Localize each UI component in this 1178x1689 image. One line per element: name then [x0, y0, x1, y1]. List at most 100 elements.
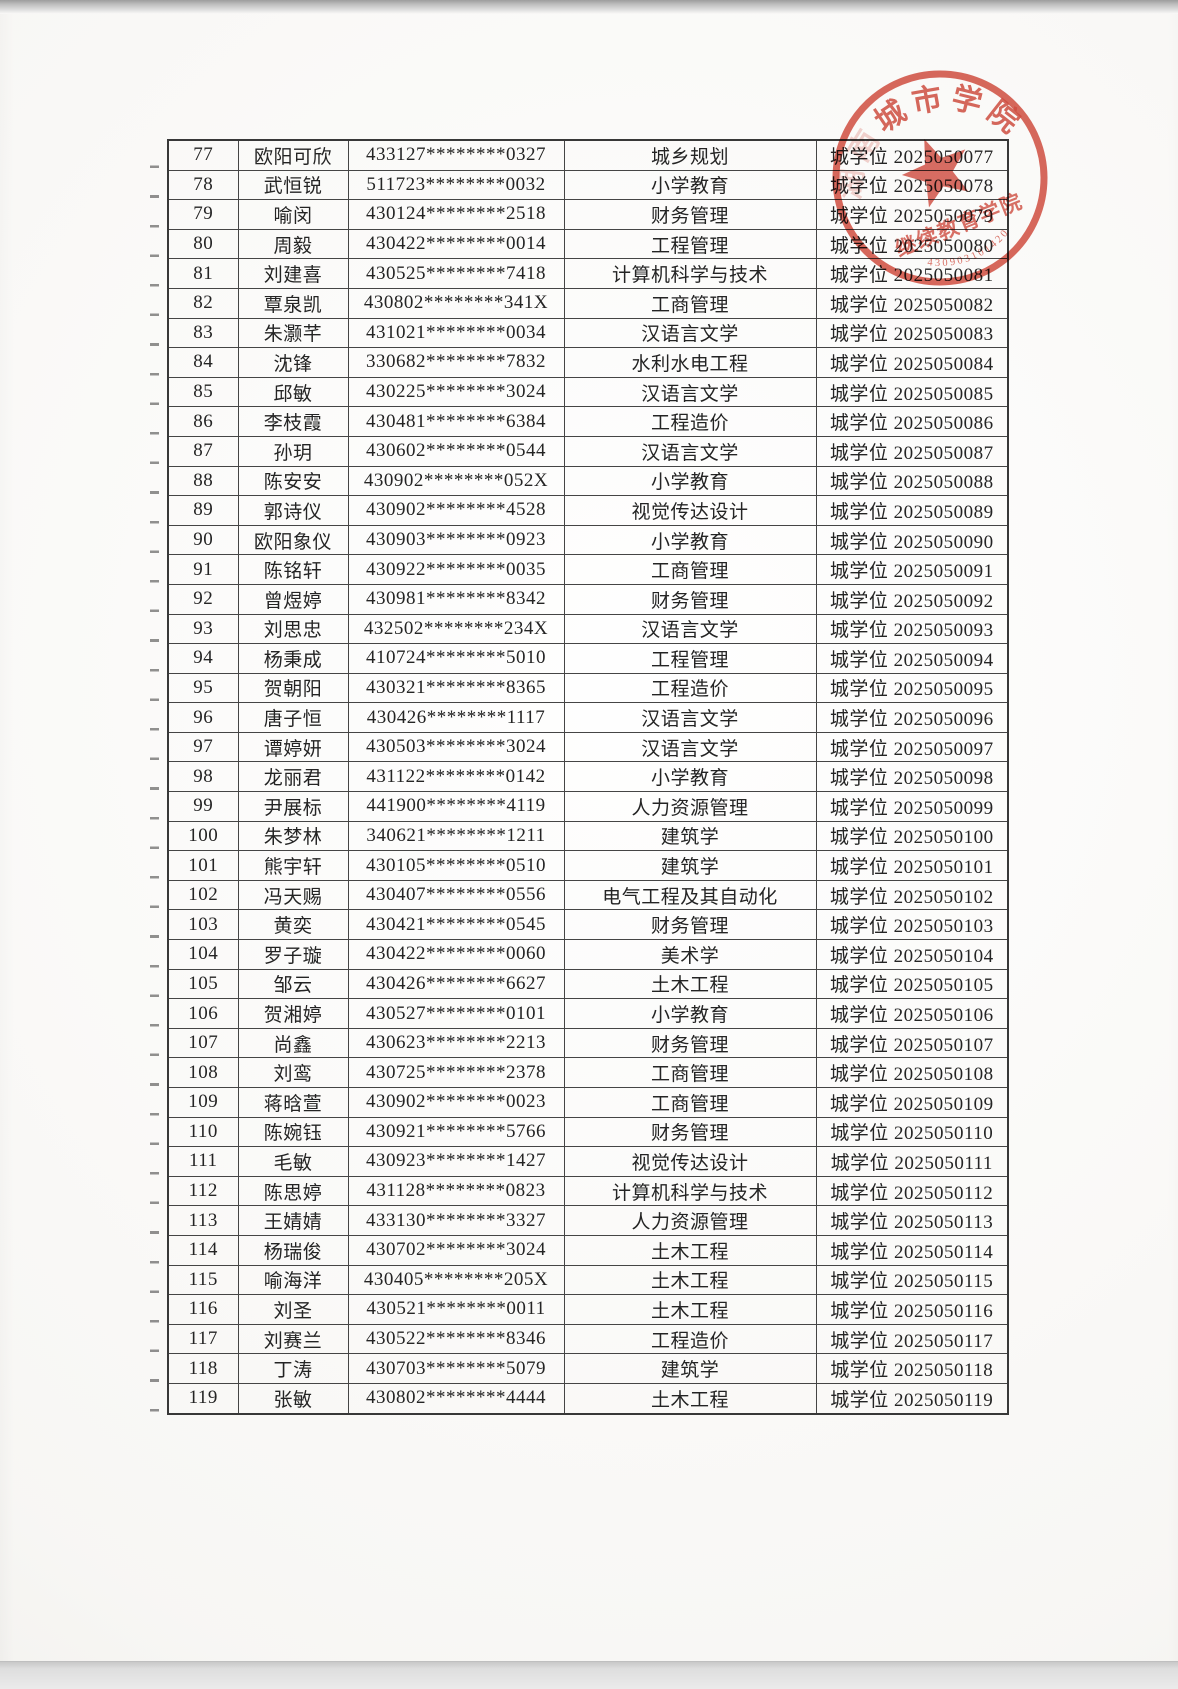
cell-certificate-number: 城学位 2025050118	[815, 1353, 1009, 1384]
cell-row-number: 81	[167, 258, 239, 289]
cell-row-number: 115	[167, 1264, 239, 1296]
cell-name: 毛敏	[237, 1146, 349, 1177]
cell-id-number: 430522********8346	[347, 1323, 565, 1355]
cell-certificate-number: 城学位 2025050107	[815, 1027, 1009, 1059]
cell-name: 陈思婷	[237, 1175, 349, 1207]
cell-row-number: 84	[167, 347, 239, 378]
table-row: 112 陈思婷 431128********0823 计算机科学与技术 城学位 2025…	[167, 1175, 1009, 1207]
cell-row-number: 111	[167, 1146, 239, 1177]
photo-bottom-edge	[0, 1661, 1178, 1689]
cell-name: 孙玥	[237, 435, 349, 467]
table-row: 116 刘圣 430521********0011 土木工程 城学位 202505011…	[167, 1294, 1009, 1325]
cell-id-number: 430981********8342	[347, 583, 565, 615]
cell-id-number: 430902********4528	[347, 495, 565, 526]
cell-row-number: 92	[167, 583, 239, 615]
cell-certificate-number: 城学位 2025050083	[815, 317, 1009, 349]
cell-row-number: 117	[167, 1323, 239, 1355]
cell-row-number: 109	[167, 1087, 239, 1118]
cell-row-number: 112	[167, 1175, 239, 1207]
cell-major: 土木工程	[563, 1294, 817, 1325]
cell-certificate-number: 城学位 2025050112	[815, 1175, 1009, 1207]
cell-row-number: 86	[167, 406, 239, 437]
cell-major: 财务管理	[563, 583, 817, 615]
cell-row-number: 89	[167, 495, 239, 526]
table-row: 84 沈锋 330682********7832 水利水电工程 城学位 20250500…	[167, 347, 1009, 378]
cell-certificate-number: 城学位 2025050098	[815, 761, 1009, 793]
cell-major: 汉语言文学	[563, 435, 817, 467]
cell-major: 汉语言文学	[563, 317, 817, 349]
cell-id-number: 340621********1211	[347, 820, 565, 852]
cell-id-number: 430105********0510	[347, 850, 565, 881]
table-row: 94 杨秉成 410724********5010 工程管理 城学位 202505009…	[167, 643, 1009, 674]
table-row: 109 蒋晗萱 430902********0023 工商管理 城学位 20250501…	[167, 1087, 1009, 1118]
cell-id-number: 430902********0023	[347, 1087, 565, 1118]
cell-id-number: 430802********4444	[347, 1382, 565, 1415]
cell-certificate-number: 城学位 2025050084	[815, 347, 1009, 378]
table-row: 85 邱敏 430225********3024 汉语言文学 城学位 202505008…	[167, 376, 1009, 408]
cell-id-number: 430503********3024	[347, 731, 565, 763]
cell-name: 陈婉钰	[237, 1116, 349, 1148]
cell-major: 工程造价	[563, 406, 817, 437]
cell-name: 曾煜婷	[237, 583, 349, 615]
cell-major: 工商管理	[563, 287, 817, 319]
cell-id-number: 430225********3024	[347, 376, 565, 408]
cell-id-number: 431021********0034	[347, 317, 565, 349]
cell-row-number: 103	[167, 909, 239, 941]
cell-certificate-number: 城学位 2025050096	[815, 702, 1009, 733]
cell-id-number: 330682********7832	[347, 347, 565, 378]
cell-name: 谭婷妍	[237, 731, 349, 763]
cell-certificate-number: 城学位 2025050103	[815, 909, 1009, 941]
table-row: 93 刘思忠 432502********234X 汉语言文学 城学位 20250500…	[167, 613, 1009, 645]
cell-name: 龙丽君	[237, 761, 349, 793]
cell-id-number: 430923********1427	[347, 1146, 565, 1177]
table-row: 80 周毅 430422********0014 工程管理 城学位 2025050080	[167, 228, 1009, 260]
cell-major: 汉语言文学	[563, 376, 817, 408]
cell-row-number: 101	[167, 850, 239, 881]
cell-certificate-number: 城学位 2025050094	[815, 643, 1009, 674]
cell-row-number: 113	[167, 1205, 239, 1236]
table-row: 81 刘建喜 430525********7418 计算机科学与技术 城学位 20250…	[167, 258, 1009, 289]
cell-id-number: 430407********0556	[347, 879, 565, 911]
cell-name: 王婧婧	[237, 1205, 349, 1236]
cell-id-number: 410724********5010	[347, 643, 565, 674]
table-row: 88 陈安安 430902********052X 小学教育 城学位 202505008…	[167, 465, 1009, 497]
cell-row-number: 87	[167, 435, 239, 467]
cell-id-number: 430525********7418	[347, 258, 565, 289]
cell-major: 土木工程	[563, 1234, 817, 1266]
cell-name: 贺朝阳	[237, 672, 349, 704]
cell-id-number: 430725********2378	[347, 1057, 565, 1088]
cell-name: 欧阳可欣	[237, 139, 349, 171]
cell-id-number: 511723********0032	[347, 169, 565, 201]
cell-row-number: 96	[167, 702, 239, 733]
cell-name: 杨瑞俊	[237, 1234, 349, 1266]
cell-certificate-number: 城学位 2025050109	[815, 1087, 1009, 1118]
cell-row-number: 78	[167, 169, 239, 201]
cell-certificate-number: 城学位 2025050086	[815, 406, 1009, 437]
cell-certificate-number: 城学位 2025050092	[815, 583, 1009, 615]
cell-name: 喻海洋	[237, 1264, 349, 1296]
cell-name: 欧阳象仪	[237, 524, 349, 556]
cell-id-number: 430802********341X	[347, 287, 565, 319]
cell-certificate-number: 城学位 2025050104	[815, 939, 1009, 970]
cell-name: 朱梦林	[237, 820, 349, 852]
cell-major: 工商管理	[563, 1057, 817, 1088]
table-row: 77 欧阳可欣 433127********0327 城乡规划 城学位 20250500…	[167, 139, 1009, 171]
cell-major: 土木工程	[563, 1382, 817, 1415]
cell-major: 美术学	[563, 939, 817, 970]
table-row: 104 罗子璇 430422********0060 美术学 城学位 202505010…	[167, 939, 1009, 970]
table-row: 114 杨瑞俊 430702********3024 土木工程 城学位 20250501…	[167, 1234, 1009, 1266]
cell-id-number: 430422********0060	[347, 939, 565, 970]
cell-major: 城乡规划	[563, 139, 817, 171]
cell-major: 水利水电工程	[563, 347, 817, 378]
cell-id-number: 430481********6384	[347, 406, 565, 437]
cell-certificate-number: 城学位 2025050079	[815, 199, 1009, 230]
cell-major: 小学教育	[563, 524, 817, 556]
degree-roster-table: 77 欧阳可欣 433127********0327 城乡规划 城学位 20250500…	[167, 139, 1009, 1415]
table-row: 95 贺朝阳 430321********8365 工程造价 城学位 202505009…	[167, 672, 1009, 704]
cell-id-number: 430421********0545	[347, 909, 565, 941]
cell-id-number: 430527********0101	[347, 998, 565, 1029]
cell-major: 财务管理	[563, 1116, 817, 1148]
cell-major: 视觉传达设计	[563, 1146, 817, 1177]
cell-certificate-number: 城学位 2025050117	[815, 1323, 1009, 1355]
